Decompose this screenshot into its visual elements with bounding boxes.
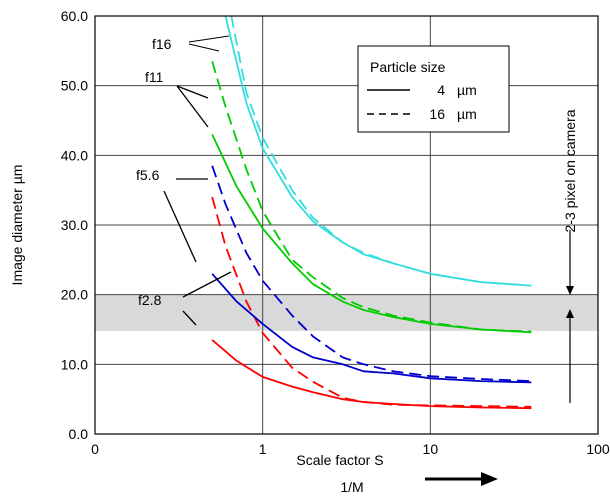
annotation-label-f2.8: f2.8 [138, 292, 162, 308]
y-tick-label: 50.0 [61, 78, 88, 94]
annotation-label-f5.6: f5.6 [136, 167, 160, 183]
y-tick-label: 60.0 [61, 8, 88, 24]
y-axis-label: Image diameter µm [9, 165, 25, 286]
legend-box [357, 45, 510, 133]
x-tick-label: 1 [259, 441, 267, 457]
aperture-annotation-f5.6: f5.6 [136, 167, 208, 263]
legend: Particle size 4 µm 16 µm [357, 45, 510, 133]
y-tick-label: 30.0 [61, 217, 88, 233]
annotation-label-f11: f11 [145, 69, 164, 85]
series-f5.6-4um [211, 273, 532, 384]
series-f16-16um [230, 15, 532, 287]
legend-unit-dashed: µm [457, 106, 477, 122]
shaded-band [95, 294, 598, 331]
legend-unit-solid: µm [457, 82, 477, 98]
aperture-annotation-f11: f11 [145, 69, 209, 128]
legend-title: Particle size [370, 59, 446, 75]
plot-frame [94, 15, 599, 435]
x-axis-label-secondary: 1/M [340, 479, 363, 495]
annotation-label-f16: f16 [152, 36, 172, 52]
band-annotation-text: 2-3 pixel on camera [562, 109, 578, 232]
y-tick-label: 10.0 [61, 356, 88, 372]
series-f5.6-16um [211, 165, 532, 382]
aperture-annotation-f16: f16 [152, 35, 230, 52]
x-tick-label: 100 [586, 441, 610, 457]
series-f2.8-4um [211, 339, 532, 410]
y-tick-label: 20.0 [61, 287, 88, 303]
aperture-annotation-f2.8: f2.8 [138, 271, 232, 326]
y-tick-label: 40.0 [61, 147, 88, 163]
x-tick-label: 10 [423, 441, 439, 457]
x-tick-label: 0 [91, 441, 99, 457]
x-axis-label: Scale factor S [296, 452, 383, 468]
band-annotation: 2-3 pixel on camera [562, 109, 578, 403]
legend-value-dashed: 16 [429, 106, 445, 122]
series-f11-16um [211, 61, 532, 333]
legend-value-solid: 4 [437, 82, 445, 98]
direction-arrow [425, 472, 498, 486]
y-tick-label: 0.0 [69, 426, 89, 442]
series-f2.8-16um [211, 196, 532, 408]
series-f11-4um [211, 134, 532, 334]
